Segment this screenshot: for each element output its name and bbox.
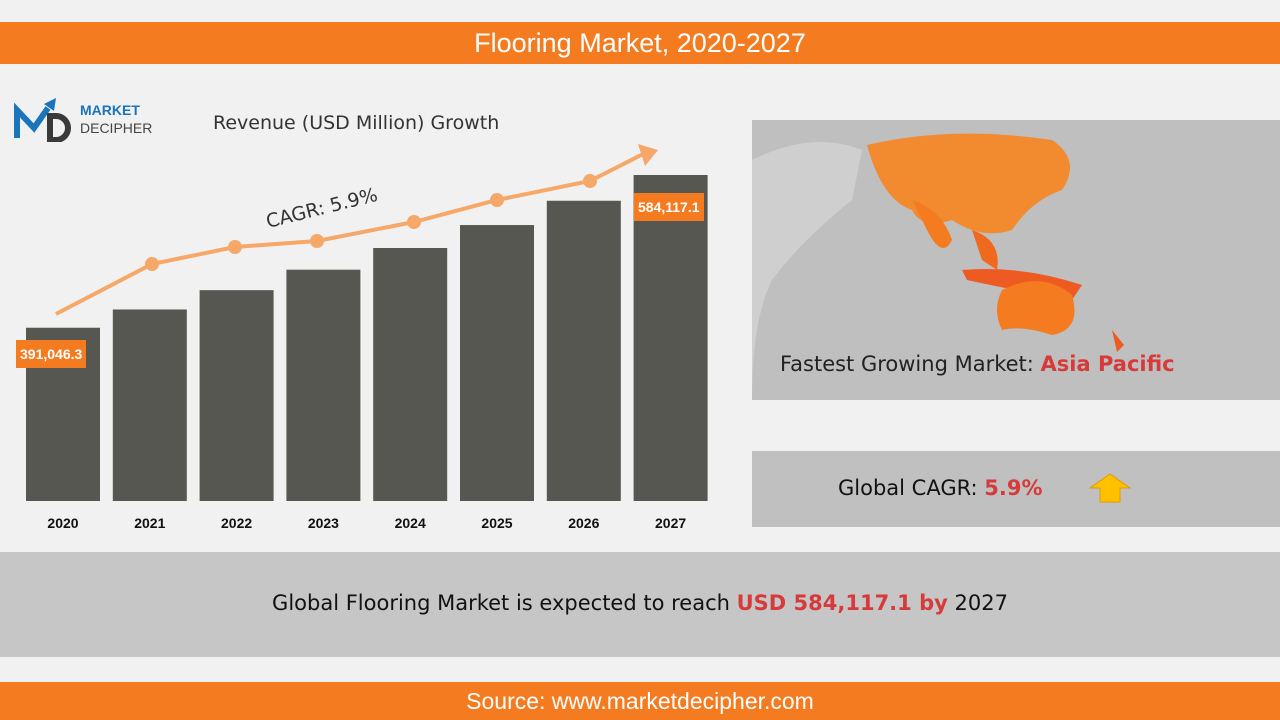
bar-2021	[112, 309, 187, 501]
bar-chart: 2020 2021 2022 2023 2024 2025 2026 2027 CAGR: 5.…	[26, 144, 708, 531]
x-tick-2021: 2021	[134, 515, 165, 531]
world-map	[752, 120, 1280, 400]
fgm-label: Fastest Growing Market:	[780, 352, 1041, 376]
cagr-value: 5.9%	[984, 476, 1043, 500]
summary-text: Global Flooring Market is expected to re…	[0, 591, 1280, 615]
trend-point-2024	[407, 215, 421, 229]
logo: MARKET DECIPHER	[14, 96, 174, 143]
summary-post: 2027	[947, 591, 1008, 615]
chart-title: Revenue (USD Million) Growth	[213, 112, 500, 134]
logo-text-decipher: DECIPHER	[80, 120, 153, 136]
trend-point-2021	[145, 257, 159, 271]
logo-text-market: MARKET	[80, 102, 140, 118]
trend-point-2023	[310, 234, 324, 248]
summary-amount: USD 584,117.1 by	[736, 591, 948, 615]
cagr-label: Global CAGR:	[838, 476, 985, 500]
bar-2023	[286, 269, 361, 501]
asia-pacific-map	[752, 133, 1124, 400]
x-tick-2025: 2025	[481, 515, 512, 531]
bar-2022	[199, 290, 274, 501]
trend-arrowhead	[638, 144, 658, 166]
trend-point-2025	[490, 193, 504, 207]
bar-2026	[546, 200, 621, 501]
bar-2027	[633, 175, 708, 501]
summary-pre: Global Flooring Market is expected to re…	[272, 591, 737, 615]
x-tick-2022: 2022	[221, 515, 252, 531]
fastest-growing-market: Fastest Growing Market: Asia Pacific	[780, 352, 1175, 376]
bar-2025	[460, 225, 534, 501]
x-tick-2024: 2024	[395, 515, 426, 531]
cagr-annotation: CAGR: 5.9%	[264, 184, 380, 233]
x-tick-2026: 2026	[568, 515, 599, 531]
trend-point-2026	[583, 174, 597, 188]
summary-box	[0, 552, 1280, 657]
trend-line	[55, 151, 646, 316]
data-label-2020: 391,046.3	[16, 340, 87, 368]
x-tick-2027: 2027	[655, 515, 686, 531]
cagr-box	[752, 451, 1280, 527]
x-tick-2023: 2023	[308, 515, 339, 531]
x-tick-2020: 2020	[47, 515, 78, 531]
logo-md-icon	[14, 98, 71, 143]
trend-point-2022	[228, 240, 242, 254]
bar-2024	[373, 248, 448, 501]
global-cagr: Global CAGR: 5.9%	[838, 476, 1043, 500]
fgm-region: Asia Pacific	[1040, 352, 1175, 376]
title-banner: Flooring Market, 2020-2027	[0, 22, 1280, 64]
data-label-2027: 584,117.1	[634, 193, 704, 221]
source-banner: Source: www.marketdecipher.com	[0, 682, 1280, 720]
up-arrow-icon	[1088, 473, 1132, 503]
